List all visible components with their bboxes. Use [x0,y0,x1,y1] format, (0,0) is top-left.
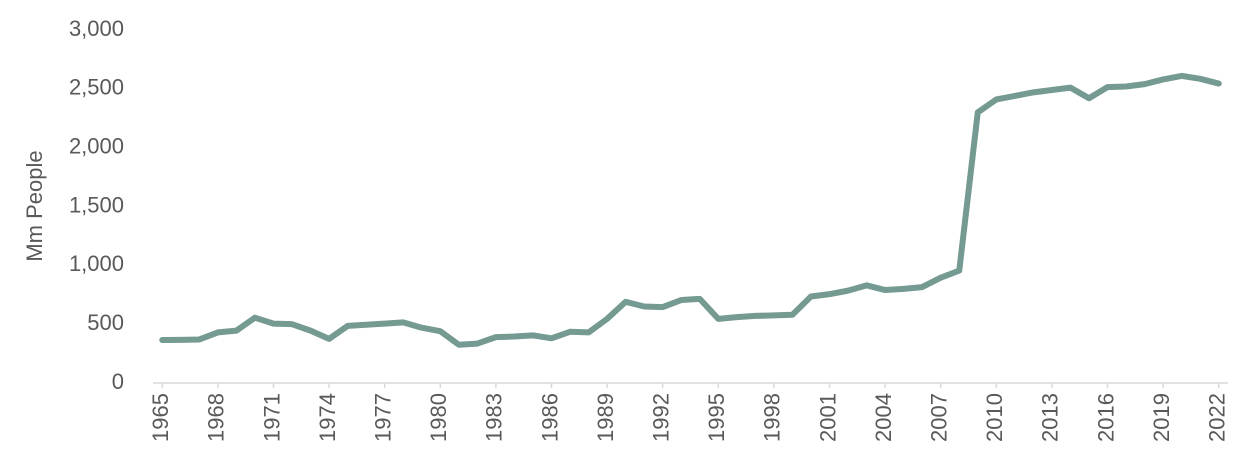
x-tick-label: 2022 [1205,393,1230,442]
x-tick-label: 2007 [927,393,952,442]
x-tick-label: 1965 [148,393,173,442]
x-tick-label: 2019 [1149,393,1174,442]
x-tick-label: 1986 [537,393,562,442]
y-tick-label: 2,500 [69,75,124,100]
y-tick-label: 500 [87,310,124,335]
x-tick-label: 2001 [815,393,840,442]
x-tick-label: 2013 [1038,393,1063,442]
y-tick-label: 2,000 [69,133,124,158]
x-tick-label: 2004 [871,393,896,442]
x-tick-label: 1971 [259,393,284,442]
x-tick-label: 2010 [982,393,1007,442]
x-tick-label: 1992 [649,393,674,442]
y-tick-label: 1,500 [69,192,124,217]
x-tick-label: 1983 [482,393,507,442]
x-tick-label: 1977 [370,393,395,442]
x-tick-label: 2016 [1093,393,1118,442]
x-tick-label: 1968 [204,393,229,442]
x-tick-label: 1980 [426,393,451,442]
data-line [159,72,1222,348]
x-tick-label: 1995 [704,393,729,442]
x-tick-label: 1989 [593,393,618,442]
y-axis-label: Mm People [22,150,47,261]
y-tick-label: 0 [112,369,124,394]
y-tick-label: 1,000 [69,251,124,276]
y-tick-label: 3,000 [69,16,124,41]
x-tick-label: 1998 [760,393,785,442]
x-tick-label: 1974 [315,393,340,442]
